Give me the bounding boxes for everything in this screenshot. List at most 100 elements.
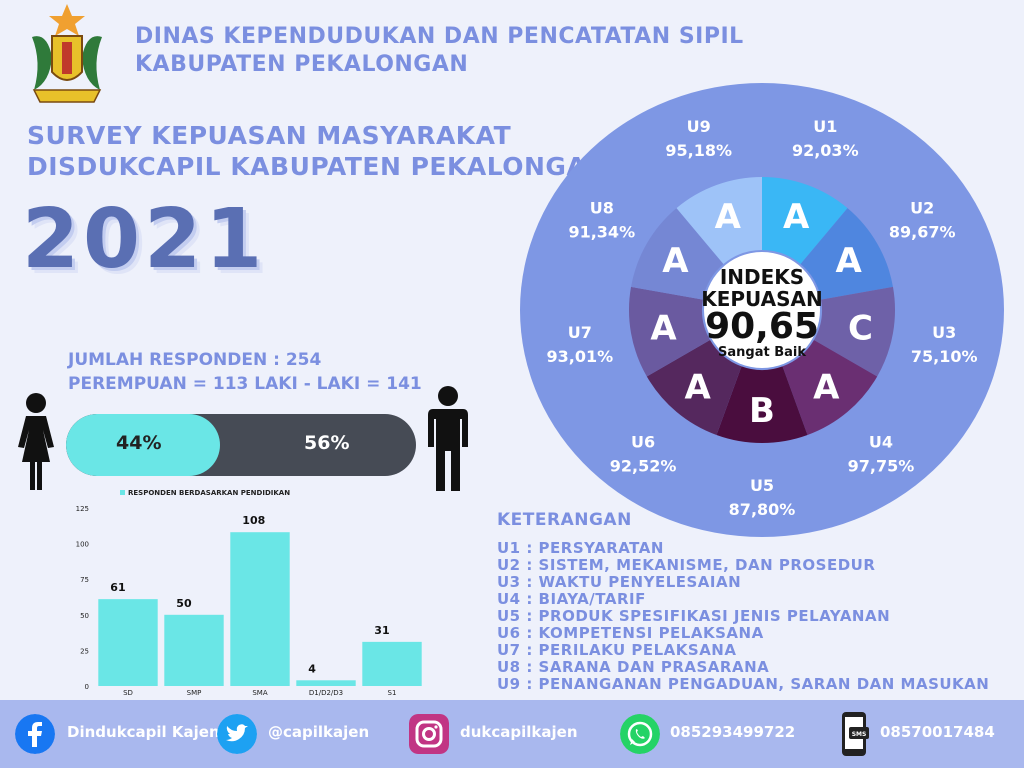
y-tick-label: 50: [80, 612, 89, 620]
unit-score-u2: 89,67%: [889, 223, 956, 242]
bar-value-label: 108: [242, 514, 265, 527]
index-value: 90,65: [705, 306, 819, 347]
grade-u6: A: [685, 368, 712, 408]
legend-item: U5 : PRODUK SPESIFIKASI JENIS PELAYANAN: [497, 607, 891, 625]
grade-u2: A: [835, 241, 862, 281]
total-respondents: JUMLAH RESPONDEN : 254: [68, 350, 322, 370]
grade-u5: B: [749, 391, 775, 431]
education-bar-chart: 0 25 50 75 100 125 61 SD 50 SMP 108 SMA 4 D1/D2/D3 31 S…: [76, 505, 422, 697]
bar-smp: [164, 614, 224, 686]
female-icon: [18, 393, 54, 490]
male-percentage: 56%: [304, 432, 350, 454]
unit-score-u7: 93,01%: [546, 347, 613, 366]
x-tick-label: D1/D2/D3: [309, 689, 343, 697]
bar-value-label: 61: [110, 581, 125, 594]
index-title-1: INDEKS: [720, 265, 804, 289]
unit-score-u3: 75,10%: [911, 347, 978, 366]
legend-item: U7 : PERILAKU PELAKSANA: [497, 641, 737, 659]
bar-value-label: 31: [374, 624, 389, 637]
segment-u4: [782, 340, 878, 435]
segment-u2: [800, 208, 893, 300]
segment-u5: [716, 366, 808, 443]
legend-title: KETERANGAN: [497, 510, 632, 530]
gender-respondents: PEREMPUAN = 113 LAKI - LAKI = 141: [68, 374, 422, 394]
unit-score-u6: 92,52%: [610, 457, 677, 476]
regency-logo: [32, 4, 102, 103]
bar-value-label: 50: [176, 597, 192, 610]
unit-code-u4: U4: [869, 433, 893, 452]
unit-score-u5: 87,80%: [729, 500, 796, 519]
legend-item: U2 : SISTEM, MEKANISME, DAN PROSEDUR: [497, 556, 876, 574]
unit-code-u5: U5: [750, 476, 774, 495]
y-tick-label: 100: [76, 541, 89, 549]
bar-d1-d2-d3: [296, 680, 356, 686]
satisfaction-donut: A U1 92,03% A U2 89,67% C U3 75,10% A U4 97,75% B U5 8…: [520, 83, 1004, 537]
y-tick-label: 25: [80, 647, 89, 655]
index-rating: Sangat Baik: [718, 345, 806, 360]
male-icon: [428, 386, 468, 491]
unit-score-u8: 91,34%: [568, 223, 635, 242]
sms-number[interactable]: 08570017484: [880, 723, 995, 741]
female-percentage: 44%: [116, 432, 162, 454]
x-tick-label: SMP: [187, 689, 202, 697]
bar-sma: [230, 532, 290, 686]
segment-u8: [631, 208, 724, 300]
bar-s1: [362, 641, 422, 686]
facebook-handle[interactable]: Dindukcapil Kajen: [67, 723, 220, 741]
x-tick-label: SD: [123, 689, 133, 697]
y-tick-label: 125: [76, 505, 89, 513]
grade-u8: A: [662, 241, 689, 281]
sms-icon-label: SMS: [852, 731, 867, 738]
unit-code-u9: U9: [687, 117, 711, 136]
facebook-icon[interactable]: [15, 714, 55, 754]
segment-u6: [646, 340, 742, 435]
grade-u4: A: [813, 368, 840, 408]
grade-u3: C: [848, 308, 873, 348]
whatsapp-icon[interactable]: [620, 714, 660, 754]
unit-code-u3: U3: [932, 323, 956, 342]
survey-title: SURVEY KEPUASAN MASYARAKAT: [27, 121, 512, 150]
segment-u7: [629, 286, 711, 377]
unit-code-u2: U2: [910, 199, 934, 218]
index-title-2: KEPUASAN: [701, 287, 823, 311]
chart-legend: RESPONDEN BERDASARKAN PENDIDIKAN: [120, 489, 290, 497]
unit-legend-list: U1 : PERSYARATAN U2 : SISTEM, MEKANISME, …: [497, 540, 989, 693]
female-ratio-fill: [66, 414, 220, 476]
legend-item: U1 : PERSYARATAN: [497, 539, 664, 557]
survey-subtitle: DISDUKCAPIL KABUPATEN PEKALONGAN: [27, 152, 608, 181]
unit-code-u1: U1: [813, 117, 837, 136]
legend-item: U9 : PENANGANAN PENGADUAN, SARAN DAN MAS…: [497, 675, 990, 693]
segment-u1: [762, 177, 848, 265]
legend-item: U3 : WAKTU PENYELESAIAN: [497, 573, 742, 591]
center-circle: [704, 252, 820, 368]
unit-code-u7: U7: [568, 323, 592, 342]
unit-score-u1: 92,03%: [792, 141, 859, 160]
agency-name: DINAS KEPENDUDUKAN DAN PENCATATAN SIPIL: [135, 24, 744, 49]
x-tick-label: SMA: [252, 689, 267, 697]
bar-sd: [98, 599, 158, 686]
grade-u1: A: [783, 197, 810, 237]
survey-year: 2021: [22, 192, 267, 287]
whatsapp-number[interactable]: 085293499722: [670, 723, 796, 741]
segment-u9: [676, 177, 762, 265]
gender-ratio-bar: 44% 56%: [66, 414, 416, 476]
instagram-handle[interactable]: dukcapilkajen: [460, 723, 578, 741]
legend-item: U6 : KOMPETENSI PELAKSANA: [497, 624, 764, 642]
unit-score-u4: 97,75%: [848, 457, 915, 476]
sms-phone-icon[interactable]: SMS: [840, 711, 870, 757]
unit-code-u6: U6: [631, 433, 655, 452]
y-tick-label: 0: [85, 683, 89, 691]
legend-item: U8 : SARANA DAN PRASARANA: [497, 658, 770, 676]
instagram-icon[interactable]: [409, 714, 449, 754]
regency-name: KABUPATEN PEKALONGAN: [135, 52, 469, 77]
x-tick-label: S1: [388, 689, 397, 697]
twitter-icon[interactable]: [217, 714, 257, 754]
chart-legend-label: RESPONDEN BERDASARKAN PENDIDIKAN: [128, 489, 291, 497]
grade-u7: A: [650, 308, 677, 348]
legend-item: U4 : BIAYA/TARIF: [497, 590, 646, 608]
twitter-handle[interactable]: @capilkajen: [268, 723, 370, 741]
grade-u9: A: [715, 197, 742, 237]
bar-value-label: 4: [308, 662, 316, 675]
segment-u3: [813, 286, 895, 377]
y-tick-label: 75: [80, 576, 89, 584]
